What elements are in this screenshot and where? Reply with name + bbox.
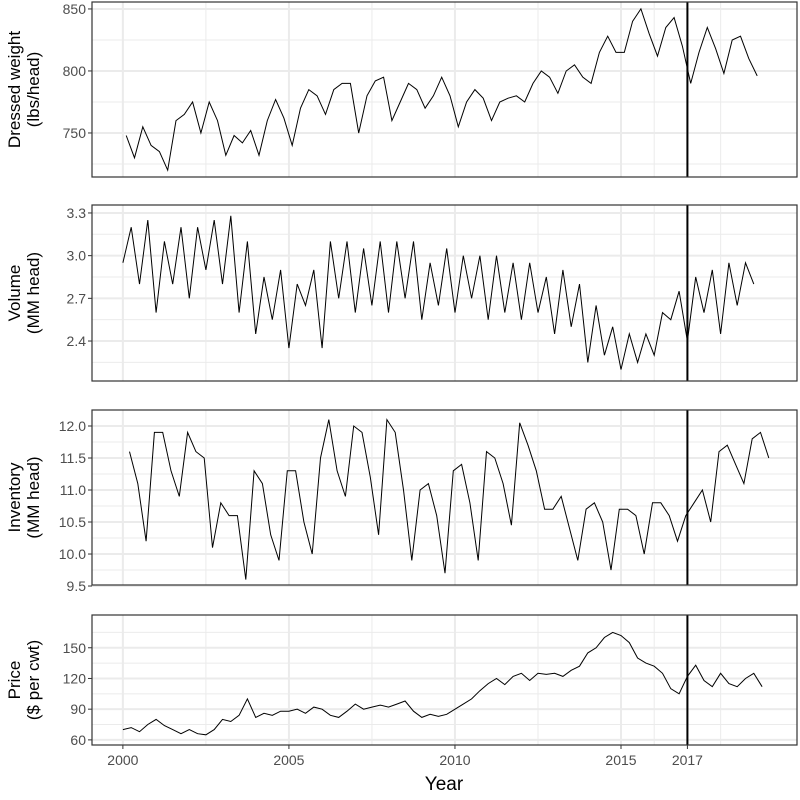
- y-tick-label: 850: [63, 1, 87, 17]
- series-line: [122, 631, 763, 736]
- y-tick-label: 750: [63, 125, 87, 141]
- x-tick-label: 2000: [107, 752, 138, 768]
- y-axis-label: Volume: [5, 265, 24, 322]
- x-axis-label: Year: [425, 774, 464, 795]
- y-tick-label: 800: [63, 63, 87, 79]
- y-tick-label: 60: [70, 732, 86, 748]
- y-tick-label: 11.0: [60, 482, 86, 498]
- panel-3: 9.5 10.0 10.5 11.0 11.5 12.0 Inventory (MM head…: [5, 409, 798, 594]
- y-tick-label: 10.5: [59, 514, 86, 530]
- y-tick-label: 3.3: [67, 205, 87, 221]
- series-line: [125, 7, 758, 172]
- x-tick-label: 2005: [273, 752, 304, 768]
- series-line: [122, 215, 755, 370]
- y-axis-label: Dressed weight: [5, 31, 24, 148]
- y-tick-label: 3.0: [67, 248, 87, 264]
- y-tick-label: 120: [63, 670, 87, 686]
- panel-2: 2.4 2.7 3.0 3.3 Volume (MM head): [5, 204, 798, 382]
- y-axis-label: (MM head): [24, 252, 43, 334]
- y-axis-label: (MM head): [24, 456, 43, 538]
- x-tick-label: 2017: [672, 752, 703, 768]
- panel-border: [91, 204, 798, 382]
- series-line: [129, 418, 770, 580]
- y-tick-label: 12.0: [59, 418, 86, 434]
- y-tick-label: 2.7: [67, 290, 87, 306]
- y-axis-label: Price: [5, 661, 24, 700]
- panel-border: [91, 409, 798, 586]
- panel-border: [91, 1, 798, 178]
- y-axis-label: (lbs/head): [24, 52, 43, 128]
- y-tick-label: 90: [70, 701, 86, 717]
- y-tick-label: 150: [63, 640, 87, 656]
- y-axis-label: Inventory: [5, 462, 24, 532]
- y-tick-label: 11.5: [60, 450, 86, 466]
- panel-1: 750 800 850 Dressed weight (lbs/head): [5, 1, 798, 178]
- y-tick-label: 10.0: [59, 546, 86, 562]
- y-tick-label: 2.4: [67, 333, 87, 349]
- panel-border: [91, 614, 798, 746]
- x-tick-label: 2015: [605, 752, 636, 768]
- panel-4: 60 90 120 150 Price ($ per cwt): [5, 614, 798, 748]
- y-axis-label: ($ per cwt): [24, 640, 43, 720]
- y-tick-label: 9.5: [67, 578, 87, 594]
- x-tick-label: 2010: [439, 752, 470, 768]
